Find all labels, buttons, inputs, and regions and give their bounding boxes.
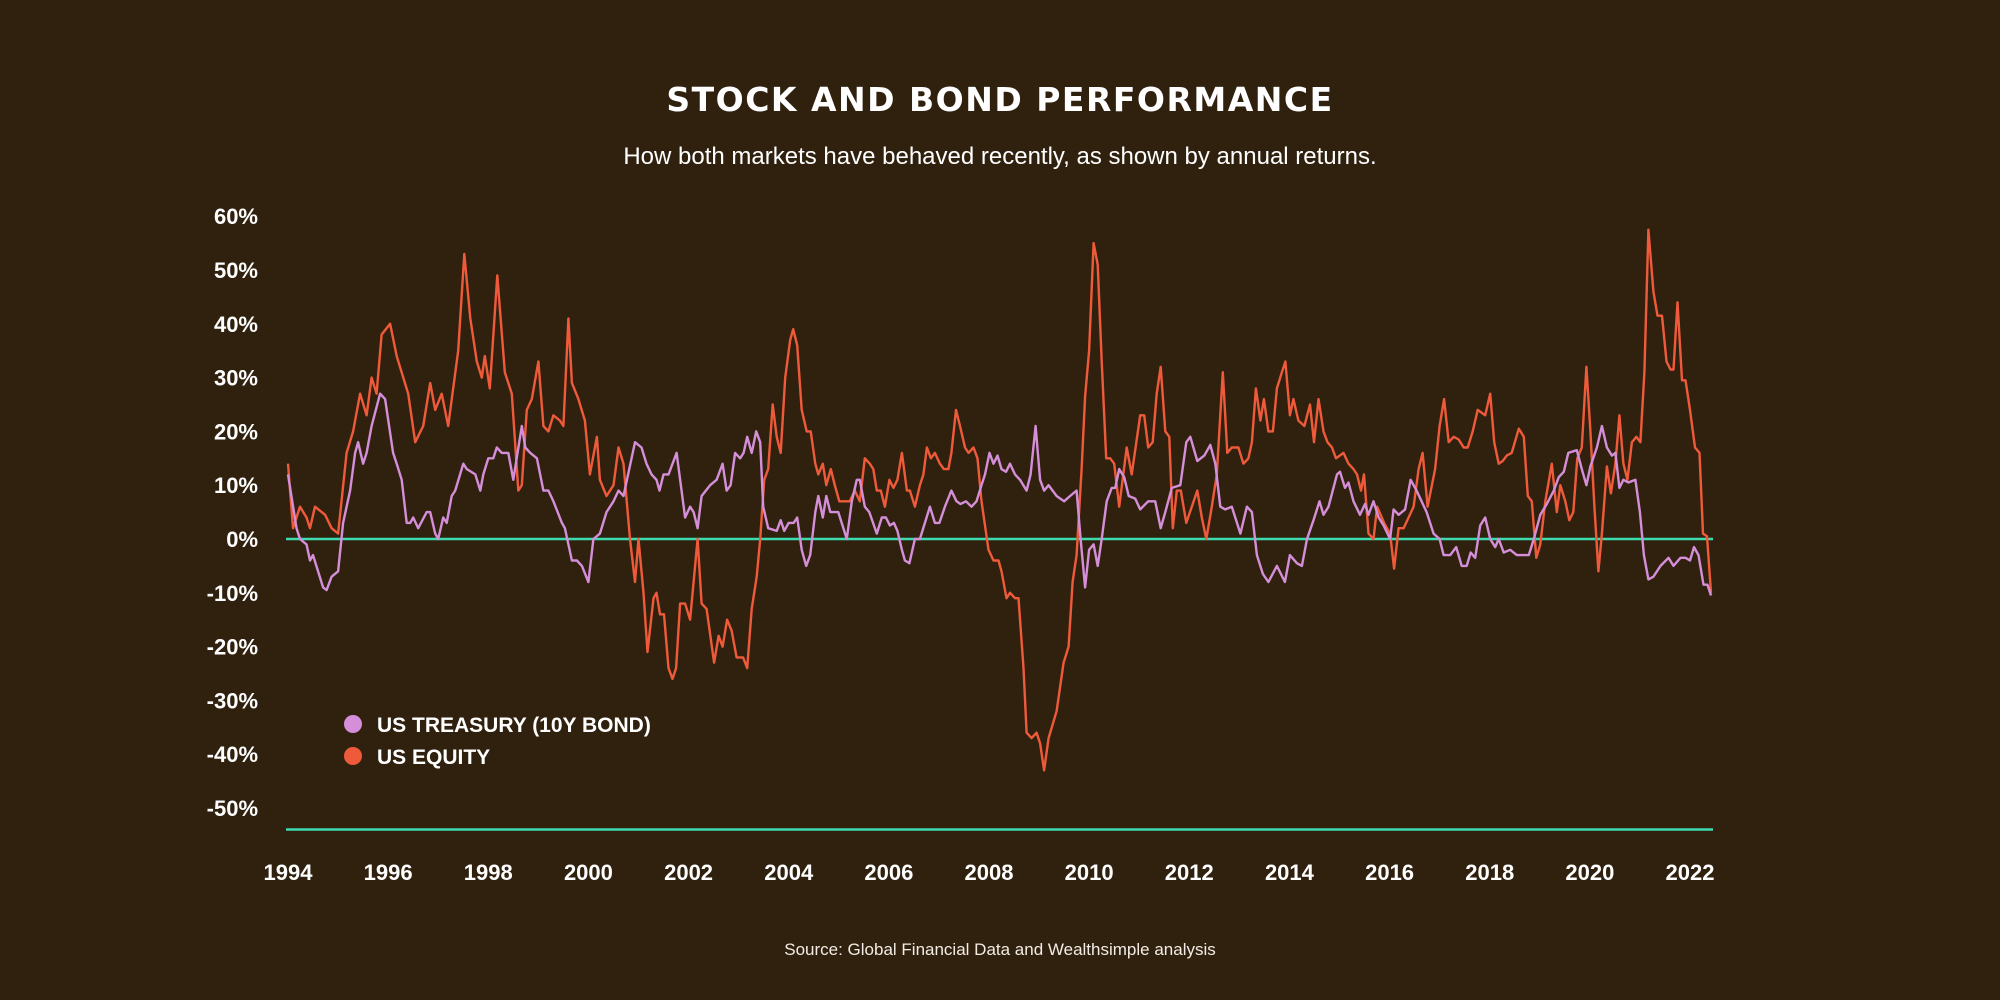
x-tick-label: 2006 — [864, 860, 913, 885]
x-tick-label: 2004 — [764, 860, 814, 885]
series-lines — [286, 228, 1713, 772]
x-tick-label: 2014 — [1265, 860, 1315, 885]
x-tick-label: 2016 — [1365, 860, 1414, 885]
y-tick-label: -50% — [207, 796, 258, 821]
y-tick-label: 60% — [214, 204, 258, 229]
x-tick-label: 1994 — [264, 860, 314, 885]
source-note: Source: Global Financial Data and Wealth… — [784, 940, 1216, 959]
y-axis-ticks: 60% 50% 40% 30% 20% 10% 0% -10% -20% -30% -40% -50% — [207, 204, 258, 821]
y-tick-label: 30% — [214, 366, 258, 391]
x-tick-label: 1996 — [364, 860, 413, 885]
x-tick-label: 2018 — [1465, 860, 1514, 885]
chart-subtitle: How both markets have behaved recently, … — [623, 143, 1377, 170]
x-axis-ticks: 1994 1996 1998 2000 2002 2004 2006 2008 2010 2012… — [264, 860, 1715, 885]
y-tick-label: 0% — [226, 527, 258, 552]
legend-label-equity: US EQUITY — [377, 746, 490, 769]
legend-marker-bond — [344, 715, 362, 733]
x-tick-label: 2010 — [1065, 860, 1114, 885]
y-tick-label: 10% — [214, 473, 258, 498]
series-line-equity — [286, 228, 1713, 772]
y-tick-label: -40% — [207, 742, 258, 767]
legend-label-bond: US TREASURY (10Y BOND) — [377, 714, 651, 737]
legend-marker-equity — [344, 747, 362, 765]
x-tick-label: 2002 — [664, 860, 713, 885]
x-tick-label: 2012 — [1165, 860, 1214, 885]
y-tick-label: -20% — [207, 635, 258, 660]
x-tick-label: 2022 — [1666, 860, 1715, 885]
x-tick-label: 2000 — [564, 860, 613, 885]
x-tick-label: 1998 — [464, 860, 513, 885]
y-tick-label: -30% — [207, 688, 258, 713]
y-tick-label: -10% — [207, 581, 258, 606]
y-tick-label: 50% — [214, 258, 258, 283]
legend: US TREASURY (10Y BOND) US EQUITY — [344, 714, 651, 769]
x-tick-label: 2020 — [1565, 860, 1614, 885]
y-tick-label: 40% — [214, 312, 258, 337]
legend-item-bond: US TREASURY (10Y BOND) — [344, 714, 651, 737]
legend-item-equity: US EQUITY — [344, 746, 490, 769]
series-line-bond — [286, 392, 1713, 596]
y-tick-label: 20% — [214, 419, 258, 444]
chart-title: STOCK AND BOND PERFORMANCE — [666, 80, 1334, 119]
x-tick-label: 2008 — [965, 860, 1014, 885]
